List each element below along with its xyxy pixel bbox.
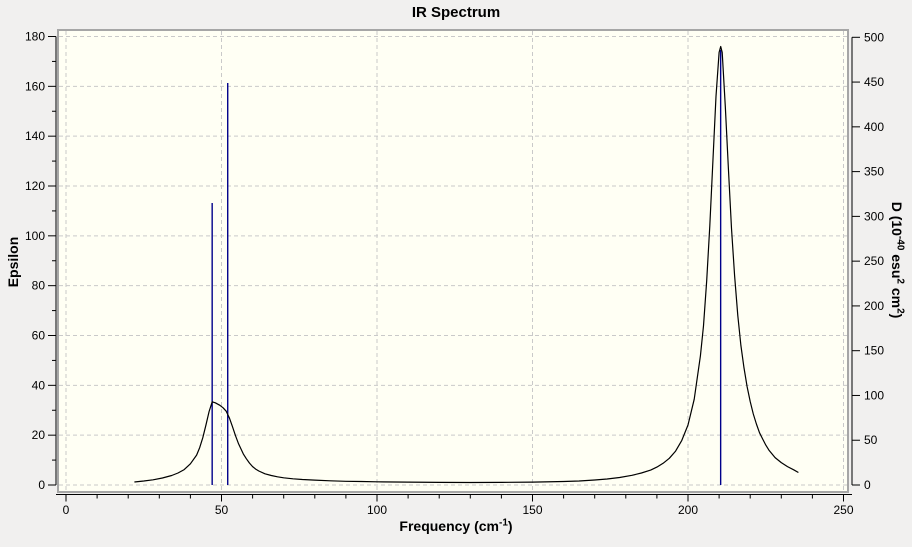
x-axis-label: Frequency (cm-1): [0, 518, 912, 534]
curve-epsilon-curve: [134, 45, 799, 484]
label-superscript: -40: [894, 235, 906, 251]
label-text: ): [889, 313, 905, 319]
y-right-tick-label: 200: [864, 299, 884, 313]
y-right-tick-label: 150: [864, 344, 884, 358]
label-text: Frequency (cm: [399, 518, 499, 534]
x-tick-label: 200: [678, 503, 698, 517]
y-left-tick-label: 60: [32, 329, 46, 343]
label-text: ): [507, 518, 513, 534]
y-left-tick-label: 80: [32, 279, 46, 293]
y-right-tick-label: 300: [864, 209, 884, 223]
y-left-tick-label: 120: [25, 179, 45, 193]
y-right-tick-label: 500: [864, 30, 884, 44]
plot-frame: [57, 29, 849, 493]
x-tick-label: 0: [63, 503, 70, 517]
x-tick-label: 100: [367, 503, 387, 517]
label-text: cm: [889, 283, 905, 309]
x-tick-label: 250: [833, 503, 853, 517]
y-right-tick-label: 400: [864, 120, 884, 134]
y-right-tick-label: 250: [864, 254, 884, 268]
label-superscript: -1: [499, 517, 508, 529]
label-text: esu: [889, 250, 905, 279]
label-text: D (10: [889, 201, 905, 236]
y-left-tick-label: 140: [25, 129, 45, 143]
y-left-tick-label: 180: [25, 30, 45, 44]
plot-background: [58, 30, 848, 492]
y-left-tick-label: 20: [32, 428, 46, 442]
x-tick-label: 150: [522, 503, 542, 517]
x-tick-label: 50: [215, 503, 229, 517]
chart-title: IR Spectrum: [411, 4, 501, 21]
y-axis-label-left: Epsilon: [5, 236, 21, 288]
y-left-tick-label: 100: [25, 229, 45, 243]
y-left-tick-label: 40: [32, 378, 46, 392]
y-left-tick-label: 160: [25, 79, 45, 93]
y-right-tick-label: 50: [864, 433, 878, 447]
y-right-tick-label: 100: [864, 388, 884, 402]
y-axis-label-right: D (10-40 esu2 cm2): [889, 201, 906, 319]
y-right-tick-label: 450: [864, 75, 884, 89]
y-left-tick-label: 0: [38, 478, 45, 492]
y-right-tick-label: 0: [864, 478, 871, 492]
y-right-tick-label: 350: [864, 165, 884, 179]
